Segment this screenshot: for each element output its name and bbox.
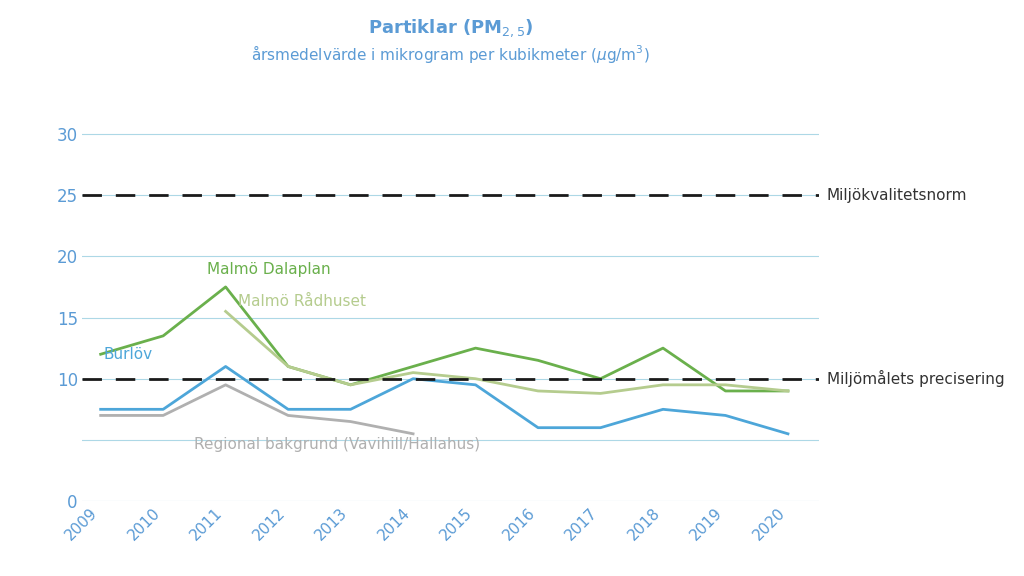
Text: Malmö Rådhuset: Malmö Rådhuset <box>239 294 367 309</box>
Text: Burlöv: Burlöv <box>103 347 153 362</box>
Text: Regional bakgrund (Vavihill/Hallahus): Regional bakgrund (Vavihill/Hallahus) <box>195 437 480 452</box>
Text: årsmedelvärde i mikrogram per kubikmeter ($\mu$g/m$^3$): årsmedelvärde i mikrogram per kubikmeter… <box>251 43 650 65</box>
Text: Miljökvalitetsnorm: Miljökvalitetsnorm <box>826 188 967 203</box>
Text: Miljömålets precisering: Miljömålets precisering <box>826 370 1005 387</box>
Text: Malmö Dalaplan: Malmö Dalaplan <box>207 262 331 277</box>
Text: Partiklar (PM$_{2,5}$): Partiklar (PM$_{2,5}$) <box>368 17 534 39</box>
